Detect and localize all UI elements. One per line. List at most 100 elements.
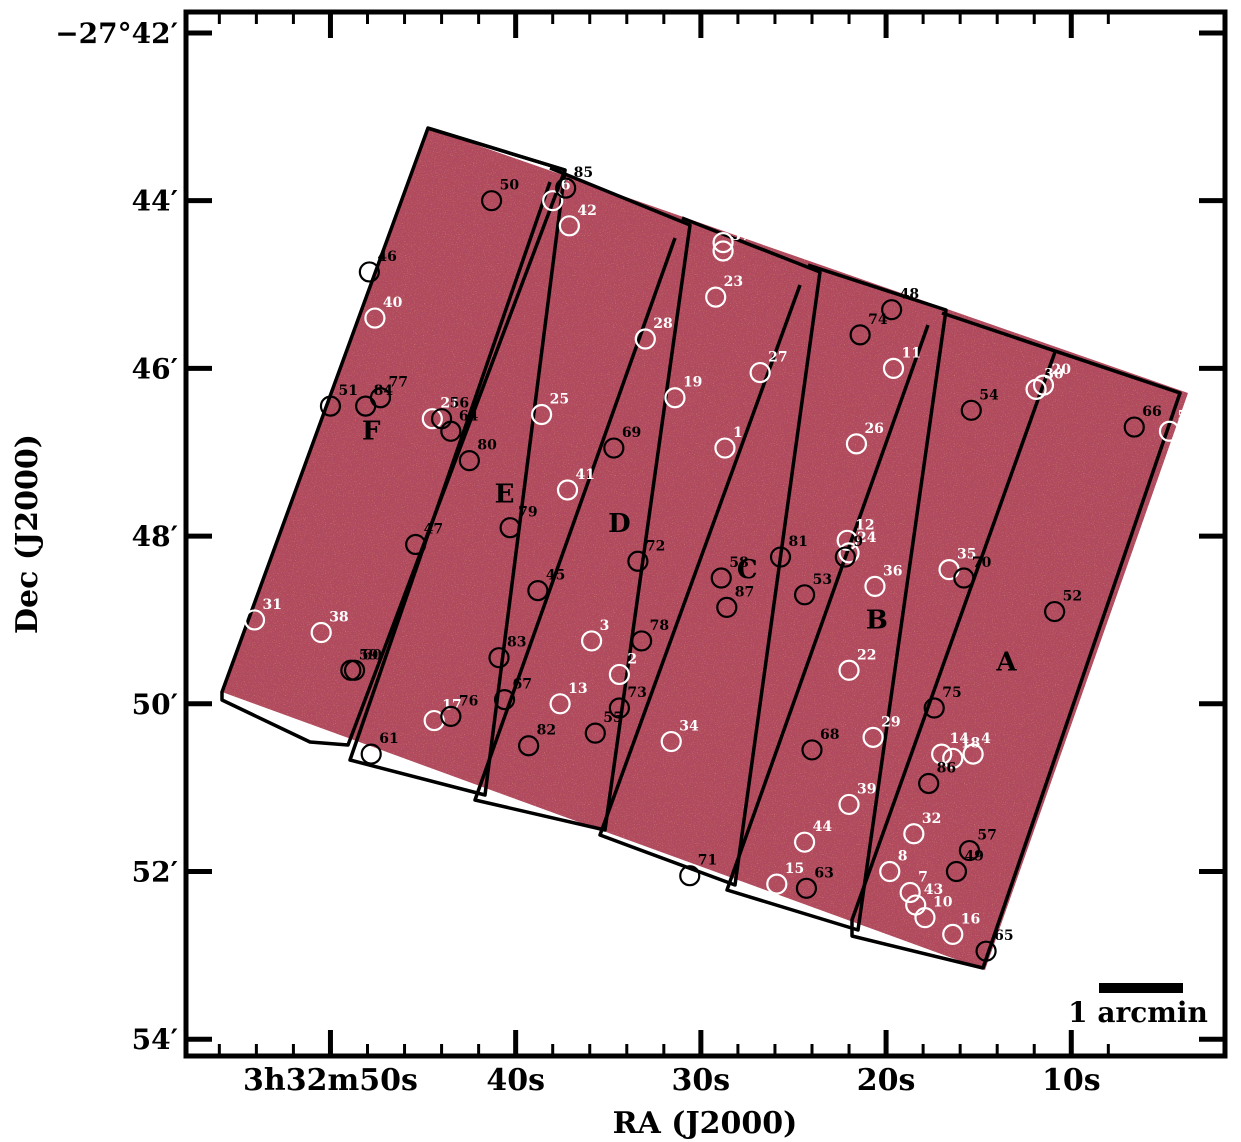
y-tick-label: 46′: [132, 352, 178, 385]
source-label: 74: [868, 312, 888, 328]
source-marker: [580, 630, 603, 652]
source-marker: [834, 546, 856, 568]
source-label: 68: [820, 727, 839, 743]
source-label: 57: [977, 828, 996, 844]
source-label: 7: [918, 869, 928, 885]
source-label: 40: [383, 295, 403, 311]
source-label: 15: [785, 861, 804, 877]
pointing-labels: A B C D E F: [362, 417, 1017, 678]
source-marker: [975, 940, 997, 962]
source-marker: [319, 395, 342, 417]
source-marker: [849, 324, 871, 346]
source-marker: [953, 567, 975, 589]
pointing-label: D: [608, 509, 631, 539]
source-marker: [712, 232, 734, 254]
source-marker: [710, 567, 732, 589]
pointing-outline-b: [725, 263, 948, 932]
source-marker: [555, 177, 577, 199]
source-marker: [899, 881, 921, 904]
source-label: 79: [518, 505, 537, 521]
axis-ticks: [186, 12, 1225, 1056]
source-marker: [679, 865, 701, 887]
source-marker: [712, 240, 734, 262]
source-label: 8: [898, 849, 908, 865]
scale-bar-label: 1 arcmin: [1068, 996, 1208, 1029]
source-label: 85: [574, 165, 593, 181]
source-marker: [493, 689, 516, 711]
source-marker: [584, 722, 606, 744]
source-marker: [558, 215, 580, 237]
source-marker: [423, 709, 445, 732]
source-marker: [243, 609, 266, 631]
source-label: 59: [359, 647, 378, 663]
source-label: 39: [857, 781, 876, 797]
tick-labels: 3h32m50s 40s 30s 20s 10s −27°42′ 44′ 46′ 48′ 50′ 5…: [55, 17, 1100, 1098]
source-label: 23: [724, 274, 743, 290]
source-label: 48: [900, 287, 919, 303]
pointing-outline-d: [473, 166, 692, 832]
y-tick-label: 44′: [132, 185, 178, 218]
source-marker: [769, 546, 792, 568]
source-label: 19: [683, 375, 702, 391]
source-marker: [499, 517, 521, 539]
source-label: 78: [650, 618, 669, 634]
source-marker: [801, 739, 823, 761]
source-label: 80: [477, 438, 497, 454]
source-label: 55: [603, 710, 622, 726]
source-marker: [864, 575, 886, 598]
pointing-outline-f: [220, 126, 567, 747]
source-label: 26: [864, 421, 883, 437]
source-label: 76: [459, 693, 478, 709]
source-marker: [530, 403, 553, 426]
source-marker: [838, 542, 860, 564]
source-marker: [923, 697, 945, 719]
source-label: 41: [576, 467, 595, 483]
source-marker: [405, 533, 427, 556]
source-marker: [962, 743, 984, 765]
source-label: 75: [942, 685, 961, 701]
source-label: 34: [679, 719, 699, 735]
source-label: 29: [881, 714, 900, 730]
source-label: 60: [363, 647, 383, 663]
y-tick-label: 54′: [132, 1023, 178, 1056]
source-label: 32: [922, 811, 941, 827]
source-marker: [603, 437, 625, 459]
source-marker: [1025, 378, 1047, 400]
source-label: 43: [924, 882, 943, 898]
pointing-outlines: [220, 126, 1182, 970]
source-label: 16: [961, 911, 980, 927]
source-label: 28: [653, 316, 672, 332]
source-marker: [518, 735, 540, 757]
source-marker: [355, 395, 377, 417]
source-marker: [480, 190, 503, 212]
source-label: 44: [813, 819, 833, 835]
source-marker: [458, 450, 480, 472]
source-label: 86: [937, 760, 956, 776]
source-label: 4: [981, 731, 991, 747]
source-marker: [881, 299, 903, 321]
source-label: 63: [814, 865, 833, 881]
source-label: 73: [627, 685, 646, 701]
source-label: 84: [374, 383, 394, 399]
source-marker: [903, 823, 925, 845]
source-label: 67: [513, 677, 532, 693]
source-label: 33: [731, 220, 750, 236]
source-marker: [421, 408, 443, 430]
source-marker: [608, 697, 630, 719]
source-label: 18: [961, 735, 980, 751]
source-label: 52: [1063, 589, 1082, 605]
source-marker: [793, 831, 816, 853]
source-label: 9: [853, 534, 863, 550]
source-marker: [716, 596, 738, 618]
source-markers: 1234567810111213141516171819202122232425…: [243, 165, 1187, 962]
source-label: 14: [950, 731, 970, 747]
source-label: 51: [338, 383, 357, 399]
y-tick-label: 48′: [132, 520, 178, 553]
x-axis-title: RA (J2000): [613, 1106, 798, 1141]
source-label: 35: [957, 547, 976, 563]
source-marker: [358, 261, 380, 283]
source-marker: [793, 584, 816, 606]
pointing-label: F: [362, 417, 381, 447]
x-tick-label: 20s: [857, 1063, 916, 1098]
y-tick-label: 50′: [132, 688, 178, 721]
